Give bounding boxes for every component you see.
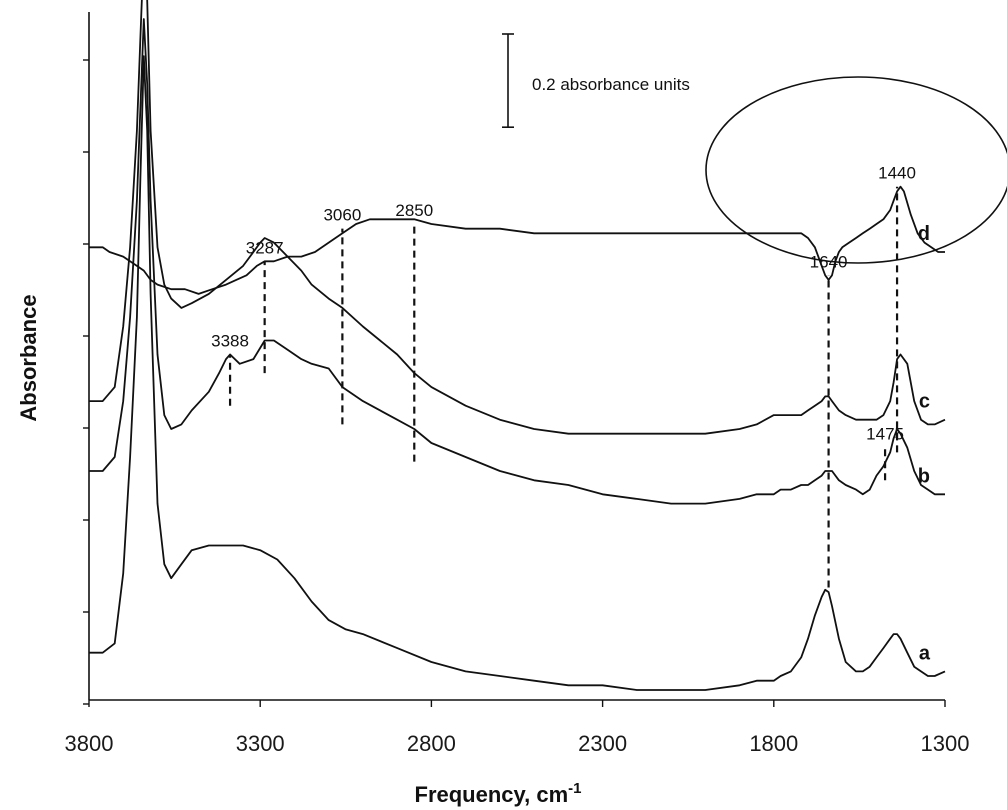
x-tick-label: 2800 <box>407 731 456 756</box>
marker-label-3388: 3388 <box>211 331 249 350</box>
curve-label-d: d <box>918 223 930 245</box>
highlight-ellipse <box>705 76 1007 264</box>
spectrum-c <box>89 0 946 435</box>
scale-bar-label: 0.2 absorbance units <box>532 75 690 94</box>
spectrum-b <box>89 18 945 505</box>
marker-label-3060: 3060 <box>323 206 361 225</box>
annotation-layer <box>502 33 1007 264</box>
x-axis-title-text: Frequency, cm <box>415 782 569 807</box>
x-axis-title: Frequency, cm-1 <box>415 780 582 807</box>
x-tick-label: 3800 <box>65 731 114 756</box>
x-tick-label: 1800 <box>749 731 798 756</box>
curve-label-b: b <box>918 465 930 487</box>
curve-label-a: a <box>919 642 931 664</box>
x-tick-label: 1300 <box>921 731 970 756</box>
marker-label-1440: 1440 <box>878 164 916 183</box>
marker-label-2850: 2850 <box>395 201 433 220</box>
x-tick-label: 3300 <box>236 731 285 756</box>
marker-label-3287: 3287 <box>246 238 284 257</box>
x-axis-title-exponent: -1 <box>568 780 581 797</box>
x-tick-label: 2300 <box>578 731 627 756</box>
spectrum-d <box>89 185 945 295</box>
axes: 3800 3300 2800 2300 1800 1300 <box>65 12 970 756</box>
series-layer: a b c d <box>89 0 946 691</box>
curve-label-c: c <box>919 391 930 413</box>
marker-label-1475: 1475 <box>866 425 904 444</box>
y-axis-title: Absorbance <box>16 294 41 421</box>
spectrum-a <box>89 55 946 691</box>
